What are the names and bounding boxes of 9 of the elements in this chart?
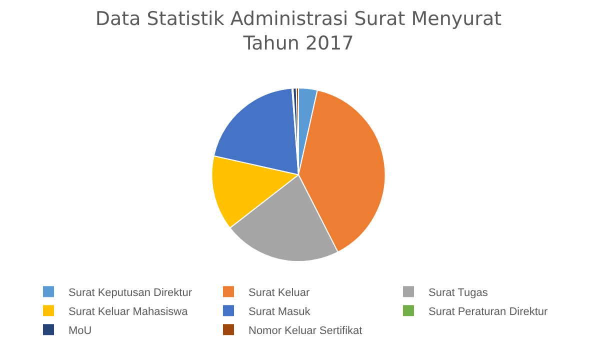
legend-label: Nomor Keluar Sertifikat (248, 324, 362, 337)
legend-label: Surat Keputusan Direktur (68, 286, 192, 299)
legend-label: Surat Masuk (248, 306, 311, 318)
legend-label: Surat Peraturan Direktur (428, 306, 548, 318)
legend-label: Surat Tugas (428, 286, 488, 299)
chart-title: Data Statistik Administrasi Surat Menyurat Tahun 2017 (95, 8, 502, 55)
legend-label: Surat Keluar (248, 286, 310, 299)
legend-label: Surat Keluar Mahasiswa (68, 306, 189, 318)
legend-label: MoU (68, 324, 92, 337)
